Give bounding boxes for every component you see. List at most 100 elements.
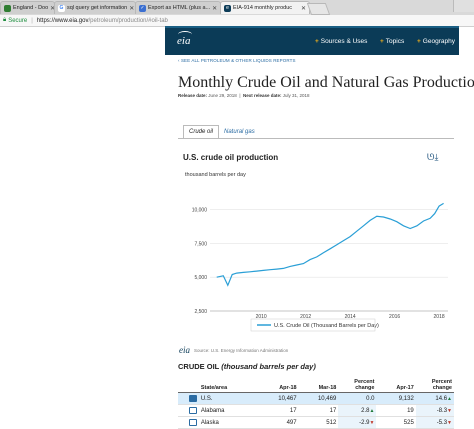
y-axis-label: thousand barrels per day	[185, 172, 246, 178]
browser-tab-strip: England - Doo ✕ G sql query get informat…	[0, 0, 474, 16]
browser-tab-4-active[interactable]: e EIA-914 monthly produc ✕	[220, 1, 310, 14]
row-checkbox[interactable]	[178, 392, 199, 405]
cell-state: U.S.	[198, 392, 259, 405]
header-pct1[interactable]: Percent change	[338, 372, 377, 393]
x-tick-label: 2018	[434, 314, 445, 320]
back-to-reports-link[interactable]: ‹ SEE ALL PETROLEUM & OTHER LIQUIDS REPO…	[178, 58, 296, 63]
browser-tab-2[interactable]: G sql query get information ✕	[54, 1, 136, 14]
eia-logo[interactable]: eia	[177, 35, 191, 47]
legend-label[interactable]: U.S. Crude Oil (Thousand Barrels per Day…	[274, 323, 379, 329]
tab-natural-gas[interactable]: Natural gas	[224, 129, 255, 135]
row-checkbox[interactable]	[178, 416, 199, 429]
lock-icon: 🔒︎	[3, 17, 7, 23]
secure-label: Secure	[8, 17, 28, 24]
table-row[interactable]: Alaska 497 512 -2.9▼ 525 -5.3▼	[178, 416, 454, 429]
pct-value: 0.0	[366, 395, 375, 402]
divider: |	[31, 17, 33, 24]
source-text: Source: U.S. Energy Information Administ…	[194, 347, 289, 353]
y-tick-label: 7,500	[194, 241, 207, 247]
header-apr17[interactable]: Apr-17	[376, 372, 416, 393]
legend-box	[250, 318, 376, 332]
x-tick-label: 2012	[300, 314, 311, 320]
cell-pct2: -8.3▼	[415, 404, 454, 417]
url-path: /petroleum/production/#oil-tab	[88, 17, 168, 24]
eia-small-logo: eia	[179, 345, 190, 355]
page-title: Monthly Crude Oil and Natural Gas Produc…	[178, 74, 474, 91]
table-title-prefix: CRUDE OIL	[178, 362, 220, 371]
checkbox-icon[interactable]	[188, 418, 197, 426]
doc-icon: ✓	[139, 4, 146, 12]
browser-tab-1[interactable]: England - Doo ✕	[0, 1, 55, 14]
eia-icon: e	[224, 4, 231, 12]
arrow-down-icon: ▼	[447, 407, 452, 414]
plus-icon: +	[380, 38, 384, 45]
cell-apr17: 19	[376, 404, 416, 417]
header-apr18[interactable]: Apr-18	[258, 372, 299, 393]
nav-topics[interactable]: + Topics	[380, 38, 404, 45]
close-icon[interactable]: ✕	[212, 5, 218, 12]
plus-icon: +	[417, 38, 421, 45]
cell-apr17: 525	[376, 416, 416, 429]
x-tick-labels: 2010 2012 2014 2016 2018	[256, 314, 445, 320]
cell-pct2: -5.3▼	[415, 416, 454, 429]
nav-sources-uses[interactable]: + Sources & Uses	[315, 38, 367, 45]
nav-geography[interactable]: + Geography	[417, 38, 455, 45]
series-line	[216, 202, 444, 287]
cell-mar18: 10,469	[298, 392, 339, 405]
checkbox-checked-icon[interactable]	[188, 394, 197, 402]
y-tick-label: 10,000	[192, 208, 208, 214]
arrow-up-icon: ▲	[369, 407, 375, 414]
cell-mar18: 17	[298, 404, 339, 417]
arrow-up-icon: ▲	[447, 395, 452, 402]
arrow-down-icon: ▼	[447, 419, 452, 426]
release-label: Release date:	[178, 93, 208, 98]
pct-value: 14.6	[435, 395, 448, 402]
table-title-unit: (thousand barrels per day)	[221, 362, 316, 371]
cell-state: Alaska	[198, 416, 259, 429]
cell-state: Alabama	[198, 404, 259, 417]
header-mar18[interactable]: Mar-18	[298, 372, 339, 393]
plus-icon: +	[315, 38, 319, 45]
y-tick-labels: 10,000 7,500 5,000 2,500	[192, 208, 208, 315]
close-icon[interactable]: ✕	[300, 5, 306, 12]
page-icon	[4, 4, 11, 12]
x-tick-label: 2010	[256, 314, 267, 320]
chart-title: U.S. crude oil production	[183, 153, 279, 162]
url-host: https://www.eia.gov	[36, 17, 89, 24]
production-table: State/area Apr-18 Mar-18 Percent change …	[178, 372, 454, 429]
table-header-row: State/area Apr-18 Mar-18 Percent change …	[178, 372, 454, 393]
nav-link-label: Geography	[422, 38, 455, 45]
chart-grid	[210, 209, 448, 312]
page-content: eia + Sources & Uses + Topics + Geography ‹…	[165, 26, 474, 429]
header-state[interactable]: State/area	[198, 372, 259, 393]
close-icon[interactable]: ✕	[50, 5, 55, 12]
new-tab-button[interactable]	[306, 3, 331, 15]
browser-tab-3[interactable]: ✓ Export as HTML (plus a... ✕	[135, 1, 221, 14]
chart-svg: thousand barrels per day 10,000 7,500 5,00…	[185, 172, 448, 332]
tab-divider	[178, 138, 454, 139]
release-dates: Release date: June 29, 2018 | Next relea…	[178, 93, 310, 98]
pct-value: 2.8	[361, 407, 370, 414]
table-title: CRUDE OIL (thousand barrels per day)	[178, 362, 316, 371]
logo-arc-icon	[178, 31, 192, 38]
window-control[interactable]	[453, 0, 474, 12]
browser-tab-label: Export as HTML (plus a...	[148, 5, 211, 11]
header-pct2[interactable]: Percent change	[415, 372, 454, 393]
checkbox-icon[interactable]	[188, 406, 197, 414]
y-tick-label: 5,000	[194, 275, 207, 281]
chart-download-icon[interactable]: ᘎ⤓	[427, 152, 439, 162]
next-release-date: July 31, 2018	[282, 93, 310, 98]
cell-apr18: 17	[258, 404, 299, 417]
browser-tab-label: England - Doo	[13, 5, 49, 11]
browser-tab-label: sql query get information	[67, 5, 128, 11]
table-row[interactable]: Alabama 17 17 2.8▲ 19 -8.3▼	[178, 404, 454, 417]
row-checkbox[interactable]	[178, 404, 199, 417]
pct-value: -8.3	[436, 407, 448, 414]
top-navigation: eia + Sources & Uses + Topics + Geography	[165, 26, 459, 55]
close-icon[interactable]: ✕	[129, 5, 135, 12]
cell-apr18: 497	[258, 416, 299, 429]
table-row[interactable]: U.S. 10,467 10,469 0.0 9,132 14.6▲	[178, 392, 454, 405]
cell-pct1: 2.8▲	[338, 404, 377, 417]
x-tick-label: 2014	[345, 314, 356, 320]
nav-link-label: Topics	[385, 38, 405, 45]
